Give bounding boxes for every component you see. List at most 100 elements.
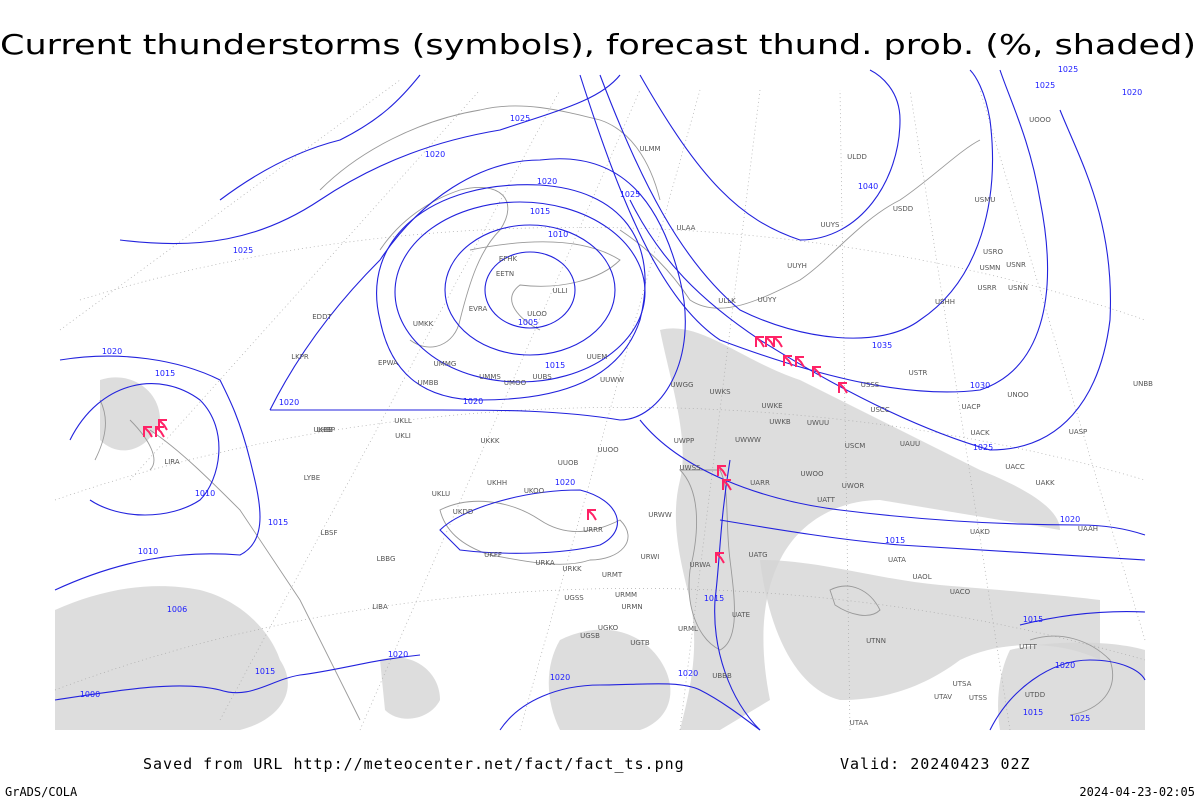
station-label: ULOO: [527, 310, 547, 318]
coastline: [619, 139, 981, 309]
station-label: UACP: [962, 403, 981, 411]
station-label: ULLI: [553, 287, 568, 295]
station-label: UKLU: [432, 490, 450, 498]
isobar-label: 1000: [80, 690, 100, 699]
station-label: UUWW: [600, 376, 624, 384]
station-label: EFHK: [499, 255, 518, 263]
isobar-label: 1015: [530, 207, 550, 216]
thunder-probability-shading: [55, 328, 1145, 730]
isobar-label: 1020: [537, 177, 557, 186]
station-label: UNBB: [1133, 380, 1153, 388]
isobar-label: 1025: [620, 190, 640, 199]
station-label: UUBS: [532, 373, 552, 381]
isobar: [54, 355, 261, 591]
station-label: UKFF: [484, 551, 502, 559]
isobar-label: 1010: [195, 489, 215, 498]
graticule-line: [129, 89, 481, 481]
isobar-label: 1035: [872, 341, 892, 350]
station-label: UTAV: [934, 693, 952, 701]
station-label: UGTB: [630, 639, 650, 647]
station-label: UKHH: [487, 479, 507, 487]
station-label: UWKE: [761, 402, 782, 410]
station-label: UKKK: [481, 437, 500, 445]
isobar-label: 1015: [545, 361, 565, 370]
thunderstorm-symbols: [143, 336, 848, 564]
isobar-label: 1040: [858, 182, 878, 191]
isobar-label: 1015: [268, 518, 288, 527]
thunderstorm-symbol: [773, 336, 783, 348]
isobar-label: 1020: [1060, 515, 1080, 524]
isobar: [639, 419, 1146, 536]
station-label: EDDT: [312, 313, 332, 321]
isobar-label: 1020: [279, 398, 299, 407]
thunderstorm-symbol: [812, 366, 822, 378]
station-label: USCM: [845, 442, 866, 450]
shade-region: [760, 560, 1100, 700]
station-label: UMBB: [418, 379, 439, 387]
timestamp: 2024-04-23-02:05: [1079, 785, 1195, 799]
station-label: UWUU: [807, 419, 829, 427]
station-label: UTTT: [1019, 643, 1037, 651]
station-label: URML: [678, 625, 698, 633]
black-sea: [439, 500, 629, 565]
station-label: UWWW: [735, 436, 761, 444]
isobar: [499, 683, 761, 731]
station-label: UTSA: [953, 680, 972, 688]
credit: GrADS/COLA: [5, 785, 78, 799]
station-label: UWOR: [842, 482, 865, 490]
station-label: UGSB: [580, 632, 600, 640]
station-label: USNR: [1006, 261, 1026, 269]
isobar-label: 1025: [1070, 714, 1090, 723]
shade-region: [660, 328, 1060, 730]
station-label: LKPR: [291, 353, 309, 361]
isobar: [376, 184, 646, 401]
station-label: USRR: [977, 284, 996, 292]
station-label: UACK: [970, 429, 990, 437]
isobar: [269, 158, 686, 421]
coastline: [469, 241, 621, 331]
station-label: UOOO: [1029, 116, 1051, 124]
coastline: [319, 105, 661, 201]
station-label: UGKO: [598, 624, 619, 632]
valid-time: Valid: 20240423 02Z: [840, 755, 1031, 773]
station-label: UWSS: [680, 464, 701, 472]
station-label: UASP: [1069, 428, 1088, 436]
station-label: URRR: [583, 526, 603, 534]
station-label: USNN: [1008, 284, 1028, 292]
isobar-label: 1015: [885, 536, 905, 545]
thunderstorm-symbol: [722, 479, 732, 491]
thunderstorm-symbol: [587, 509, 597, 521]
isobar-label: 1025: [1058, 65, 1078, 74]
coastline: [94, 399, 155, 471]
station-label: UMOO: [504, 379, 527, 387]
station-label: UUEM: [587, 353, 608, 361]
station-label: UUOB: [558, 459, 579, 467]
station-label: URKA: [535, 559, 554, 567]
isobar: [219, 74, 421, 201]
isobar: [639, 69, 901, 241]
station-label: URMN: [621, 603, 642, 611]
station-label: ULLK: [718, 297, 736, 305]
isobar: [444, 224, 616, 356]
isobar-label: 1020: [1055, 661, 1075, 670]
isobar: [629, 109, 1112, 451]
shade-region: [548, 629, 671, 730]
isobar: [54, 654, 421, 701]
station-label: LBBG: [377, 555, 396, 563]
station-label: USRO: [983, 248, 1003, 256]
station-label: UWKB: [769, 418, 791, 426]
graticule-line: [54, 588, 1146, 691]
isobar-label: 1020: [463, 397, 483, 406]
station-label: LHBP: [317, 426, 335, 434]
station-label: ULMM: [639, 145, 660, 153]
isobar-label: 1006: [167, 605, 187, 614]
station-label: UAKK: [1035, 479, 1055, 487]
station-label: UKLI: [395, 432, 411, 440]
aral-sea: [829, 585, 881, 616]
isobar-label: 1020: [550, 673, 570, 682]
station-label: UTSS: [969, 694, 988, 702]
isobar-label: 1020: [388, 650, 408, 659]
station-label: UACC: [1005, 463, 1025, 471]
station-label: ULDD: [847, 153, 867, 161]
isobar: [1019, 611, 1146, 626]
